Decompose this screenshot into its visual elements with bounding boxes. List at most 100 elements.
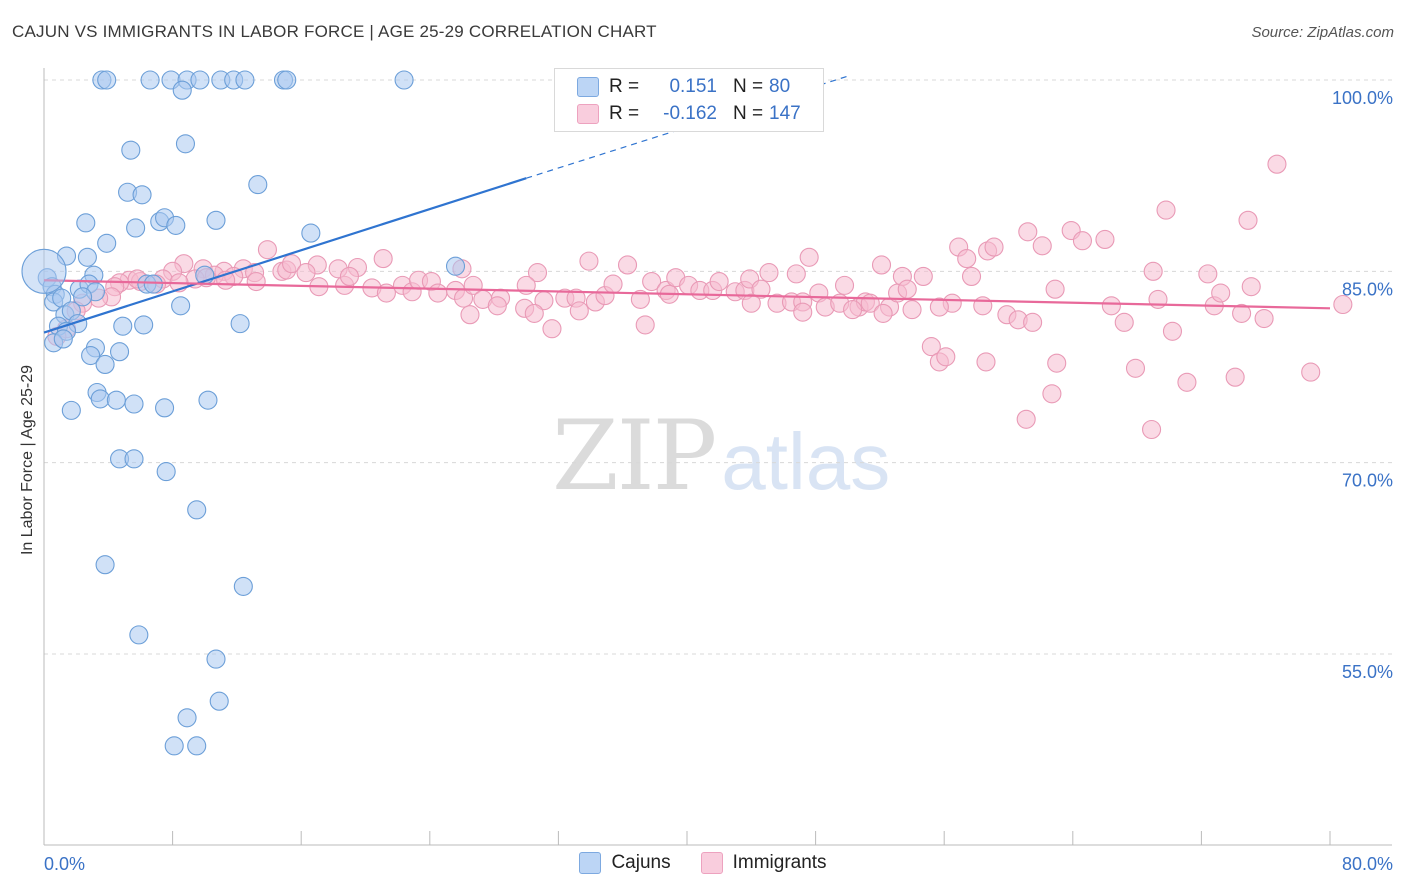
immigrant-point — [524, 303, 544, 323]
cajun-point — [156, 462, 176, 482]
immigrant-point — [961, 266, 982, 286]
cajun-point — [177, 708, 197, 728]
cajun-point — [277, 70, 297, 90]
immigrant-point — [296, 263, 316, 283]
immigrant-point — [871, 255, 892, 275]
cajuns-legend-swatch — [579, 852, 602, 874]
cajun-point — [209, 691, 229, 711]
immigrant-point — [1023, 312, 1043, 332]
immigrant-point — [799, 247, 819, 267]
immigrant-point — [984, 237, 1004, 257]
legend-row-immigrants: R = -0.162 N = 147 — [577, 101, 801, 127]
immigrant-point — [603, 274, 623, 294]
immigrant-point — [1016, 409, 1036, 429]
legend-n-value: 80 — [769, 76, 791, 97]
immigrant-point — [976, 352, 996, 372]
cajun-point — [248, 175, 268, 195]
cajun-point — [81, 345, 101, 366]
cajun-point — [124, 394, 144, 414]
y-tick-label: 85.0% — [1342, 279, 1393, 299]
immigrant-point — [973, 296, 993, 316]
immigrant-point — [428, 283, 448, 303]
immigrant-point — [460, 305, 480, 325]
immigrant-point — [1032, 236, 1052, 256]
cajun-point — [235, 70, 255, 90]
cajun-point — [172, 80, 192, 100]
immigrant-point — [282, 254, 302, 274]
cajun-point — [61, 400, 81, 420]
legend-immigrants-label: Immigrants — [732, 852, 827, 873]
immigrant-point — [834, 275, 855, 295]
immigrant-point — [751, 279, 771, 299]
immigrant-point — [1042, 384, 1062, 404]
cajun-point — [110, 342, 130, 362]
immigrant-point — [1177, 372, 1197, 392]
cajun-point — [230, 314, 250, 334]
immigrant-point — [373, 249, 393, 269]
watermark-zip: ZIP — [552, 400, 717, 512]
immigrant-point — [1095, 229, 1115, 249]
cajun-point — [95, 354, 115, 374]
immigrant-point — [635, 315, 655, 335]
cajun-point — [21, 248, 67, 294]
immigrant-point — [1072, 231, 1092, 251]
immigrant-point — [843, 300, 863, 320]
immigrant-point — [1198, 264, 1218, 284]
watermark: ZIPatlas — [552, 400, 890, 512]
immigrant-point — [617, 255, 638, 275]
legend-row-cajuns: R = 0.151 N = 80 — [577, 74, 790, 100]
legend-n-label: N = — [733, 76, 764, 97]
immigrant-point — [257, 240, 277, 260]
immigrant-point — [569, 301, 589, 321]
cajuns-swatch — [577, 77, 599, 97]
immigrant-point — [527, 263, 548, 283]
cajun-point — [187, 736, 207, 756]
y-tick-label: 100.0% — [1332, 88, 1393, 108]
cajun-point — [77, 247, 97, 267]
immigrant-point — [1101, 296, 1121, 316]
immigrant-point — [1018, 222, 1038, 242]
immigrant-point — [741, 293, 761, 313]
immigrants-swatch — [577, 104, 599, 124]
immigrant-point — [542, 319, 562, 339]
cajun-point — [175, 134, 196, 154]
immigrant-point — [1045, 279, 1065, 299]
source-label: Source: ZipAtlas.com — [1251, 24, 1394, 41]
immigrant-point — [793, 302, 813, 322]
cajun-point — [76, 213, 96, 233]
immigrant-point — [1301, 362, 1321, 382]
immigrant-point — [1254, 308, 1274, 329]
cajun-point — [166, 215, 186, 235]
immigrant-point — [1047, 353, 1067, 373]
legend-cajuns-label: Cajuns — [611, 852, 671, 873]
immigrant-point — [487, 296, 507, 316]
legend-n-label: N = — [733, 103, 764, 124]
cajun-trend-line — [43, 177, 527, 334]
immigrant-point — [1241, 277, 1261, 297]
immigrant-point — [897, 279, 917, 299]
y-tick-label: 70.0% — [1342, 471, 1393, 491]
immigrant-trend-line — [43, 279, 1331, 310]
immigrant-point — [1156, 200, 1176, 220]
cajun-point — [198, 390, 218, 410]
immigrant-point — [1238, 210, 1258, 230]
immigrant-point — [1225, 367, 1245, 387]
cajun-point — [121, 140, 141, 160]
cajun-point — [53, 329, 73, 349]
immigrant-point — [1143, 261, 1163, 281]
cajun-point — [129, 625, 149, 645]
cajun-point — [187, 500, 207, 520]
immigrants-legend-swatch — [700, 852, 723, 874]
cajun-point — [124, 449, 144, 469]
legend-r-value: 0.151 — [669, 76, 717, 97]
stats-legend: R = 0.151 N = 80 R = -0.162 N = 147 — [554, 68, 824, 132]
immigrant-point — [1162, 321, 1183, 341]
immigrant-point — [642, 271, 662, 292]
immigrant-point — [709, 271, 729, 292]
immigrant-point — [936, 347, 956, 367]
immigrant-point — [1333, 294, 1353, 315]
immigrant-point — [630, 289, 650, 309]
cajun-point — [106, 390, 126, 410]
cajun-point — [206, 649, 226, 669]
